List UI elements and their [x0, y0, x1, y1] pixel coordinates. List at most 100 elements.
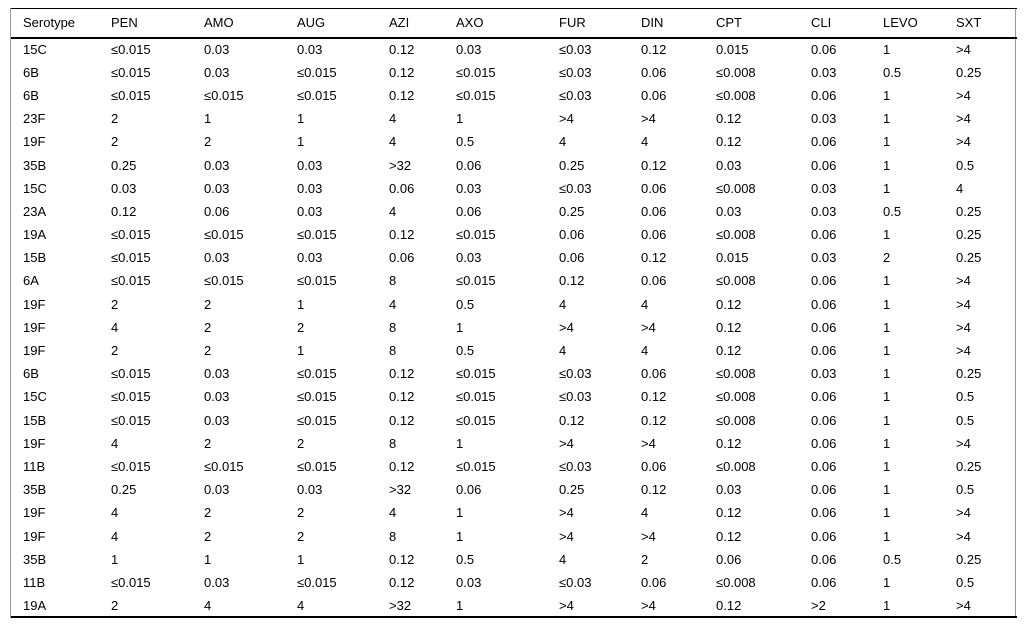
mic-value-cell: ≤0.015 — [204, 273, 244, 289]
mic-value-cell: >4 — [956, 87, 971, 103]
mic-value-cell: 0.06 — [559, 227, 585, 243]
mic-value-cell: 1 — [883, 111, 891, 127]
mic-value-cell: ≤0.015 — [297, 366, 337, 382]
mic-value-cell: >4 — [641, 319, 656, 335]
serotype-cell: 11B — [23, 574, 46, 590]
mic-value-cell: 0.06 — [811, 42, 837, 58]
serotype-cell: 11B — [23, 458, 46, 474]
mic-value-cell: 1 — [456, 528, 464, 544]
mic-value-cell: 0.06 — [456, 203, 482, 219]
mic-value-cell: 0.06 — [811, 389, 837, 405]
mic-value-cell: ≤0.015 — [297, 458, 337, 474]
mic-value-cell: 4 — [559, 343, 567, 359]
mic-value-cell: 0.12 — [389, 389, 415, 405]
mic-value-cell: 0.12 — [641, 389, 667, 405]
mic-value-cell: 0.12 — [716, 111, 742, 127]
mic-value-cell: >4 — [956, 528, 971, 544]
mic-value-cell: 1 — [456, 505, 464, 521]
mic-value-cell: >4 — [956, 273, 971, 289]
mic-value-cell: 0.06 — [641, 64, 667, 80]
mic-value-cell: 4 — [389, 111, 397, 127]
mic-value-cell: 0.25 — [559, 203, 585, 219]
mic-value-cell: 0.03 — [716, 203, 742, 219]
mic-value-cell: 4 — [956, 180, 964, 196]
table-row: 6A ≤0.015 ≤0.015 ≤0.015 8 ≤0.015 0.12 0.06 ≤0.00… — [11, 269, 1017, 292]
mic-value-cell: 0.03 — [297, 250, 323, 266]
column-header-cpt: CPT — [716, 15, 742, 31]
mic-value-cell: 0.06 — [811, 296, 837, 312]
mic-value-cell: 0.12 — [559, 273, 585, 289]
table-row: 19A ≤0.015 ≤0.015 ≤0.015 0.12 ≤0.015 0.06 0.06 ≤… — [11, 223, 1017, 246]
mic-value-cell: >4 — [641, 528, 656, 544]
mic-value-cell: ≤0.015 — [204, 87, 244, 103]
mic-value-cell: ≤0.015 — [204, 227, 244, 243]
mic-value-cell: ≤0.015 — [297, 412, 337, 428]
mic-value-cell: 8 — [389, 435, 397, 451]
mic-value-cell: 2 — [111, 597, 119, 613]
mic-value-cell: 1 — [883, 180, 891, 196]
mic-value-cell: 0.5 — [956, 482, 975, 498]
table-row: 23A 0.12 0.06 0.03 4 0.06 0.25 0.06 0.03 0.03 0.5 0… — [11, 200, 1017, 223]
mic-value-cell: 1 — [204, 111, 212, 127]
mic-value-cell: 4 — [389, 134, 397, 150]
mic-value-cell: 4 — [641, 296, 649, 312]
mic-value-cell: >32 — [389, 157, 412, 173]
mic-value-cell: 4 — [389, 203, 397, 219]
column-header-azi: AZI — [389, 15, 410, 31]
serotype-cell: 23F — [23, 111, 46, 127]
mic-value-cell: 2 — [204, 505, 212, 521]
mic-value-cell: 0.12 — [716, 296, 742, 312]
mic-value-cell: ≤0.015 — [456, 87, 496, 103]
mic-value-cell: 4 — [204, 597, 212, 613]
column-header-levo: LEVO — [883, 15, 918, 31]
mic-value-cell: 8 — [389, 319, 397, 335]
column-header-serotype: Serotype — [23, 15, 76, 31]
mic-value-cell: 0.06 — [716, 551, 742, 567]
mic-value-cell: 0.12 — [389, 227, 415, 243]
mic-value-cell: 0.03 — [456, 42, 482, 58]
mic-value-cell: 1 — [883, 343, 891, 359]
serotype-cell: 19F — [23, 435, 46, 451]
mic-value-cell: 2 — [204, 296, 212, 312]
mic-value-cell: ≤0.008 — [716, 273, 756, 289]
mic-value-cell: 1 — [883, 574, 891, 590]
header-row: Serotype PEN AMO AUG AZI AXO FUR DIN CPT CLI LEVO S… — [11, 8, 1017, 38]
table-row: 15C ≤0.015 0.03 0.03 0.12 0.03 ≤0.03 0.12 0.015 0… — [11, 38, 1017, 61]
serotype-cell: 35B — [23, 157, 47, 173]
mic-value-cell: >4 — [641, 597, 656, 613]
mic-value-cell: 0.25 — [111, 157, 137, 173]
column-header-aug: AUG — [297, 15, 326, 31]
mic-value-cell: 1 — [297, 343, 305, 359]
mic-value-cell: ≤0.008 — [716, 574, 756, 590]
serotype-cell: 19F — [23, 528, 46, 544]
mic-value-cell: 0.5 — [456, 134, 475, 150]
mic-value-cell: 0.06 — [811, 87, 837, 103]
mic-value-cell: ≤0.015 — [111, 574, 151, 590]
mic-value-cell: 4 — [111, 528, 119, 544]
table-row: 6B ≤0.015 ≤0.015 ≤0.015 0.12 ≤0.015 ≤0.03 0.06 ≤… — [11, 84, 1017, 107]
column-header-din: DIN — [641, 15, 664, 31]
mic-value-cell: 0.12 — [389, 574, 415, 590]
mic-value-cell: 0.03 — [456, 180, 482, 196]
mic-value-cell: 0.12 — [716, 528, 742, 544]
mic-value-cell: ≤0.015 — [111, 389, 151, 405]
mic-value-cell: ≤0.015 — [456, 412, 496, 428]
table-row: 35B 1 1 1 0.12 0.5 4 2 0.06 0.06 0.5 0.25 — [11, 548, 1017, 571]
mic-value-cell: ≤0.015 — [297, 227, 337, 243]
mic-value-cell: ≤0.008 — [716, 458, 756, 474]
mic-value-cell: 2 — [204, 134, 212, 150]
serotype-cell: 19A — [23, 227, 47, 243]
mic-value-cell: 1 — [883, 412, 891, 428]
mic-value-cell: 0.06 — [811, 412, 837, 428]
mic-value-cell: 2 — [297, 528, 305, 544]
mic-value-cell: 4 — [297, 597, 305, 613]
mic-value-cell: ≤0.015 — [111, 250, 151, 266]
mic-value-cell: 1 — [297, 111, 305, 127]
mic-value-cell: >4 — [956, 505, 971, 521]
table-row: 19F 4 2 2 8 1 >4 >4 0.12 0.06 1 >4 — [11, 432, 1017, 455]
mic-value-cell: 1 — [883, 296, 891, 312]
mic-value-cell: 0.12 — [389, 42, 415, 58]
mic-value-cell: 4 — [641, 134, 649, 150]
mic-value-cell: 0.06 — [389, 180, 415, 196]
mic-value-cell: >4 — [956, 296, 971, 312]
